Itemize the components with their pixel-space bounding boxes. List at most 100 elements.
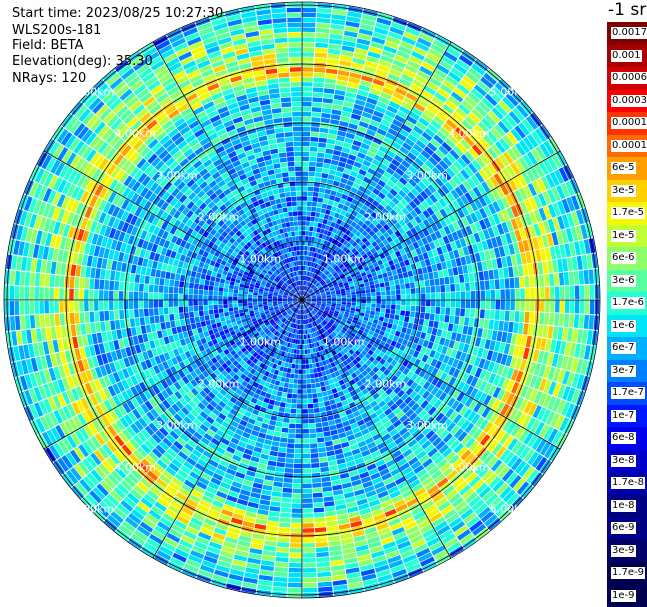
- beta-cell: [382, 272, 388, 278]
- beta-cell: [463, 135, 475, 147]
- beta-cell: [425, 234, 433, 243]
- beta-cell: [384, 109, 396, 119]
- beta-cell: [481, 260, 488, 271]
- beta-cell: [485, 300, 491, 310]
- beta-cell: [574, 285, 580, 299]
- beta-cell: [396, 50, 410, 60]
- beta-cell: [386, 300, 391, 305]
- beta-cell: [477, 404, 487, 416]
- beta-cell: [440, 285, 446, 293]
- beta-cell: [368, 356, 375, 363]
- beta-cell: [351, 302, 356, 306]
- beta-cell: [282, 487, 293, 493]
- beta-cell: [378, 162, 388, 171]
- beta-cell: [401, 326, 407, 334]
- beta-cell: [475, 156, 486, 168]
- beta-cell: [584, 300, 590, 314]
- beta-cell: [456, 391, 465, 402]
- beta-cell: [467, 92, 481, 104]
- beta-cell: [375, 215, 383, 223]
- beta-cell: [442, 432, 453, 444]
- beta-cell: [365, 285, 371, 290]
- beta-cell: [342, 189, 350, 196]
- beta-cell: [291, 398, 297, 404]
- beta-cell: [479, 137, 491, 150]
- beta-cell: [333, 413, 341, 420]
- beta-cell: [423, 273, 429, 281]
- beta-cell: [473, 318, 480, 328]
- beta-cell: [349, 118, 360, 126]
- beta-cell: [316, 22, 330, 29]
- beta-cell: [557, 326, 564, 341]
- beta-cell: [390, 375, 399, 383]
- beta-cell: [443, 51, 458, 63]
- beta-cell: [270, 394, 277, 401]
- beta-cell: [306, 300, 312, 301]
- beta-cell: [290, 538, 302, 543]
- beta-cell: [401, 159, 411, 169]
- beta-cell: [310, 241, 315, 247]
- beta-cell: [557, 200, 566, 215]
- beta-cell: [292, 498, 302, 504]
- beta-cell: [474, 367, 483, 378]
- beta-cell: [305, 293, 309, 297]
- beta-cell: [293, 468, 302, 474]
- beta-cell: [388, 163, 398, 172]
- beta-cell: [388, 145, 399, 154]
- beta-cell: [267, 424, 276, 431]
- beta-cell: [390, 64, 404, 73]
- beta-cell: [377, 203, 385, 212]
- beta-cell: [332, 180, 340, 187]
- beta-cell: [378, 316, 385, 322]
- beta-cell: [289, 548, 302, 553]
- beta-cell: [421, 61, 435, 72]
- beta-cell: [376, 248, 384, 256]
- beta-cell: [525, 251, 532, 264]
- beta-cell: [438, 321, 444, 330]
- beta-cell: [317, 442, 326, 448]
- beta-cell: [535, 456, 548, 472]
- beta-cell: [281, 497, 292, 503]
- beta-cell: [293, 478, 302, 484]
- beta-cell: [302, 423, 309, 429]
- beta-cell: [358, 337, 364, 344]
- beta-cell: [317, 397, 324, 403]
- beta-cell: [414, 224, 422, 233]
- beta-cell: [314, 217, 320, 223]
- beta-cell: [377, 191, 386, 200]
- beta-cell: [307, 393, 313, 399]
- beta-cell: [350, 288, 356, 293]
- beta-cell: [456, 360, 464, 370]
- beta-cell: [407, 322, 414, 330]
- beta-cell: [311, 252, 315, 257]
- beta-cell: [465, 71, 479, 84]
- beta-cell: [302, 339, 305, 345]
- beta-cell: [366, 300, 371, 304]
- beta-cell: [589, 284, 595, 299]
- beta-cell: [295, 364, 299, 369]
- beta-cell: [316, 227, 321, 233]
- beta-cell: [302, 433, 310, 439]
- beta-cell: [371, 323, 378, 328]
- beta-cell: [334, 274, 339, 279]
- beta-cell: [494, 140, 506, 154]
- beta-cell: [456, 229, 464, 239]
- beta-cell: [481, 328, 488, 339]
- beta-cell: [394, 213, 402, 222]
- beta-cell: [305, 369, 310, 374]
- beta-cell: [484, 114, 497, 127]
- beta-cell: [396, 150, 407, 159]
- beta-cell: [380, 119, 392, 128]
- beta-cell: [315, 269, 319, 275]
- beta-cell: [389, 188, 398, 197]
- beta-cell: [445, 307, 451, 315]
- beta-cell: [321, 476, 331, 483]
- beta-cell: [327, 415, 334, 421]
- beta-cell: [367, 349, 374, 356]
- beta-cell: [468, 440, 480, 452]
- beta-cell: [390, 359, 398, 367]
- beta-cell: [304, 339, 307, 345]
- beta-cell: [328, 195, 336, 201]
- beta-cell: [353, 194, 361, 201]
- beta-cell: [288, 567, 302, 573]
